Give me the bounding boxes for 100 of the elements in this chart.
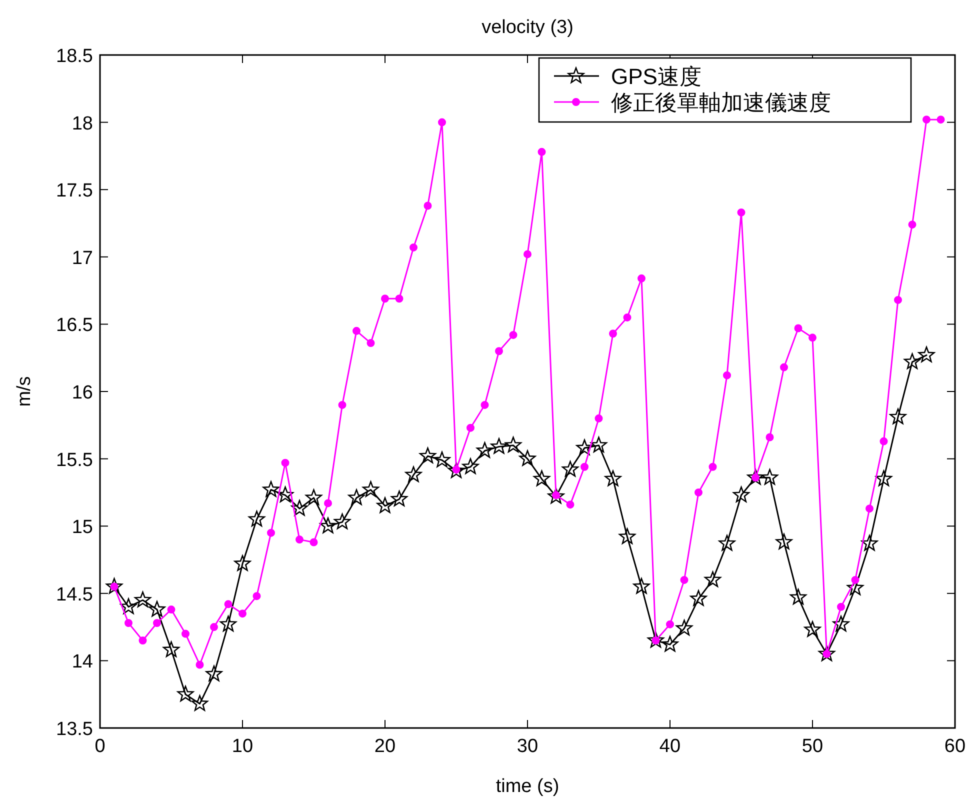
x-axis-title: time (s) — [496, 776, 560, 797]
point — [191, 695, 208, 711]
point — [405, 466, 422, 482]
point — [196, 660, 204, 669]
point — [676, 620, 693, 636]
chart-title: velocity (3) — [482, 17, 574, 38]
point — [224, 600, 232, 608]
point — [533, 470, 550, 486]
point — [291, 500, 308, 516]
point — [424, 202, 432, 210]
point — [761, 468, 778, 485]
point — [434, 452, 450, 468]
point — [562, 460, 579, 477]
point — [818, 645, 836, 662]
point — [462, 458, 479, 474]
point — [922, 116, 930, 124]
point — [680, 576, 688, 584]
point — [747, 468, 764, 485]
point — [248, 510, 266, 526]
point — [276, 486, 294, 502]
point — [296, 536, 304, 544]
point — [106, 578, 123, 594]
point — [880, 437, 888, 446]
point — [623, 313, 632, 322]
y-tick-label: 18.5 — [56, 46, 93, 67]
point — [352, 326, 360, 335]
x-tick-label: 40 — [659, 736, 681, 757]
point — [804, 621, 821, 637]
point — [509, 330, 518, 339]
y-tick-label: 18 — [72, 113, 93, 134]
point — [120, 598, 137, 614]
point — [737, 208, 746, 216]
point — [776, 534, 792, 550]
legend-label: 修正後單軸加速儀速度 — [611, 90, 831, 115]
x-tick-label: 10 — [232, 736, 254, 757]
point — [832, 616, 850, 632]
point — [210, 623, 218, 632]
point — [262, 481, 280, 497]
point — [918, 346, 935, 362]
x-tick-label: 60 — [944, 736, 966, 757]
point — [519, 450, 536, 466]
point — [324, 499, 332, 508]
point — [790, 588, 807, 605]
point — [732, 486, 750, 502]
point — [338, 400, 346, 409]
point — [633, 578, 650, 594]
y-tick-label: 16.5 — [56, 315, 93, 336]
point — [904, 353, 921, 370]
point — [305, 489, 322, 505]
point — [524, 250, 532, 258]
point — [366, 339, 375, 348]
point — [861, 534, 878, 551]
point — [362, 481, 380, 497]
point — [604, 470, 622, 486]
point — [138, 636, 147, 645]
point — [310, 538, 318, 546]
point — [320, 517, 336, 534]
point — [576, 439, 593, 456]
point — [837, 602, 845, 611]
point — [490, 438, 508, 454]
point — [780, 363, 788, 372]
point — [390, 490, 408, 506]
point — [875, 470, 892, 486]
point — [238, 610, 246, 618]
legend-label: GPS速度 — [611, 64, 702, 89]
y-tick-label: 17 — [72, 248, 93, 269]
point — [410, 243, 418, 252]
point — [690, 590, 707, 606]
point — [448, 462, 465, 478]
point — [134, 591, 152, 608]
point — [618, 528, 636, 544]
y-tick-label: 14.5 — [56, 584, 93, 606]
point — [866, 504, 874, 513]
point — [894, 296, 902, 304]
point — [153, 619, 161, 628]
y-axis-title: m/s — [14, 376, 35, 407]
point — [538, 148, 546, 156]
point — [590, 436, 608, 452]
point — [594, 414, 603, 422]
y-tick-label: 13.5 — [56, 719, 93, 740]
point — [566, 500, 574, 509]
point — [438, 118, 446, 126]
point — [723, 371, 731, 380]
point — [381, 294, 389, 303]
point — [666, 620, 674, 628]
point — [220, 616, 237, 632]
point — [162, 641, 180, 658]
point — [704, 571, 722, 588]
x-tick-label: 0 — [94, 736, 106, 757]
point — [662, 636, 678, 652]
point — [234, 555, 251, 571]
point — [206, 666, 222, 682]
point — [548, 488, 564, 504]
point — [504, 436, 522, 452]
x-tick-label: 50 — [802, 736, 824, 757]
point — [766, 433, 774, 442]
point — [466, 424, 474, 432]
point — [480, 400, 489, 409]
point — [476, 442, 494, 458]
point — [936, 116, 945, 124]
